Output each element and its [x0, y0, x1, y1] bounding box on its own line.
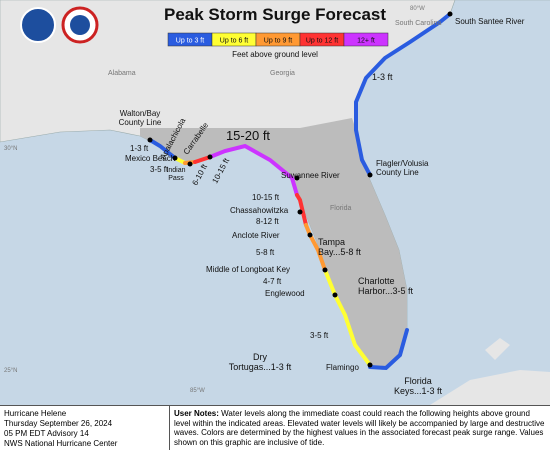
location-label: South Santee River — [455, 17, 525, 26]
location-label: County Line — [119, 118, 162, 127]
surge-segment — [208, 143, 299, 197]
legend-label: Up to 9 ft — [264, 38, 292, 45]
nws-logo-center — [70, 15, 90, 35]
storm-line: 05 PM EDT Advisory 14 — [4, 429, 89, 438]
region-label: South Carolina — [395, 20, 441, 27]
location-label: 5-8 ft — [256, 248, 275, 257]
grid-label: 30°N — [4, 146, 17, 152]
location-label: Bay...5-8 ft — [318, 247, 361, 257]
grid-label: 25°N — [4, 368, 17, 374]
surge-segment — [148, 138, 177, 160]
location-label: Anclote River — [232, 231, 280, 240]
surge-segment — [304, 223, 327, 272]
location-label: 1-3 ft — [372, 72, 393, 82]
surge-segment — [295, 193, 308, 227]
noaa-logo — [20, 7, 56, 43]
surge-segment — [323, 268, 372, 367]
location-label: Dry — [253, 352, 267, 362]
location-label: 8-12 ft — [256, 217, 279, 226]
location-label: 15-20 ft — [226, 128, 270, 143]
location-dot — [187, 161, 193, 167]
location-label: Middle of Longboat Key — [206, 265, 290, 274]
location-dot — [367, 172, 373, 178]
location-label: 3-5 ft — [310, 331, 329, 340]
location-label: Chassahowitzka — [230, 206, 289, 215]
cuba — [430, 370, 550, 405]
bahamas — [485, 338, 510, 360]
title: Peak Storm Surge Forecast — [164, 5, 386, 24]
notes-label: User Notes: — [174, 409, 219, 418]
location-label: Tortugas...1-3 ft — [229, 362, 292, 372]
location-label: 4-7 ft — [263, 277, 282, 286]
region-label: Florida — [330, 205, 352, 212]
legend-swatch — [343, 32, 389, 47]
legend-label: Up to 3 ft — [176, 38, 204, 45]
location-label: 1-3 ft — [130, 144, 149, 153]
notes-text: Water levels along the immediate coast c… — [174, 409, 545, 447]
legend-label: 12+ ft — [357, 38, 375, 45]
location-label: 3-5 ft — [150, 165, 169, 174]
location-label: Charlotte — [358, 276, 395, 286]
location-label: Suwannee River — [281, 171, 340, 180]
location-label: Pass — [168, 175, 184, 182]
location-dot — [297, 209, 303, 215]
location-label: Flamingo — [326, 363, 359, 372]
storm-line: NWS National Hurricane Center — [4, 439, 118, 448]
location-dot — [207, 154, 213, 160]
surge-lines — [148, 12, 452, 371]
location-label: Walton/Bay — [120, 109, 161, 118]
storm-line: Thursday September 26, 2024 — [4, 419, 113, 428]
legend-label: Up to 12 ft — [306, 38, 338, 45]
location-label: Florida — [404, 376, 432, 386]
storm-info: Hurricane Helene Thursday September 26, … — [0, 406, 170, 450]
footer: Hurricane Helene Thursday September 26, … — [0, 405, 550, 450]
location-label: Indian — [166, 167, 185, 174]
location-dot — [332, 292, 338, 298]
location-label: Flagler/Volusia — [376, 159, 429, 168]
location-dot — [367, 362, 373, 368]
location-label: Mexico Beach — [125, 154, 175, 163]
region-label: Alabama — [108, 70, 136, 77]
location-dot — [147, 137, 153, 143]
surge-segment — [368, 328, 409, 371]
storm-line: Hurricane Helene — [4, 409, 67, 418]
location-dot — [172, 155, 178, 161]
location-dot — [447, 11, 453, 17]
legend-label: Up to 6 ft — [220, 38, 248, 45]
map: Peak Storm Surge Forecast Up to 3 ft Up t… — [0, 0, 550, 405]
location-label: Tampa — [318, 237, 345, 247]
location-dot — [322, 267, 328, 273]
location-label: Harbor...3-5 ft — [358, 286, 414, 296]
region-label: Georgia — [270, 70, 295, 77]
location-label: Englewood — [265, 289, 305, 298]
location-label: County Line — [376, 168, 419, 177]
location-dot — [294, 175, 300, 181]
location-label: 10-15 ft — [252, 193, 280, 202]
surge-segment — [354, 12, 452, 177]
logos — [20, 6, 99, 44]
surge-segment — [193, 155, 212, 164]
legend-caption: Feet above ground level — [232, 50, 318, 59]
user-notes: User Notes: Water levels along the immed… — [170, 406, 550, 450]
grid-label: 85°W — [190, 388, 205, 394]
location-label: Keys...1-3 ft — [394, 386, 443, 396]
location-dot — [307, 232, 313, 238]
grid-label: 80°W — [410, 6, 425, 12]
legend: Up to 3 ft Up to 6 ft Up to 9 ft Up to 12 f… — [167, 32, 389, 47]
